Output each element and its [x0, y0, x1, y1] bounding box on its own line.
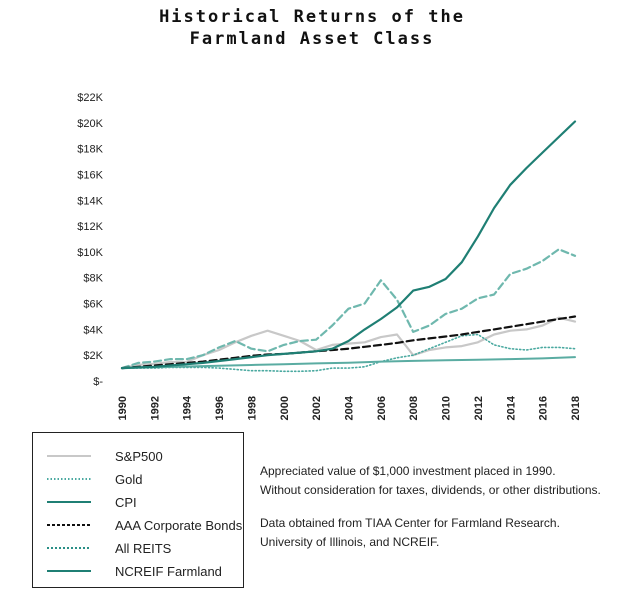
chart-title-line-2: Farmland Asset Class [189, 29, 435, 49]
y-tick-label: $18K [77, 144, 103, 156]
legend-label-gold: Gold [115, 471, 143, 487]
x-tick-label: 2002 [311, 396, 323, 420]
legend-label-sp500: S&P500 [115, 448, 163, 464]
legend-item-all-reits: All REITS [47, 539, 171, 557]
y-tick-label: $6K [83, 299, 103, 311]
legend-swatch-all-reits [47, 547, 91, 549]
x-tick-label: 2004 [344, 395, 356, 420]
x-axis: 1990 1992 1994 1996 1998 2000 2002 2004 2006 2008… [117, 395, 582, 420]
y-tick-label: $12K [77, 221, 103, 233]
y-tick-label: $8K [83, 273, 103, 285]
x-tick-label: 2018 [570, 396, 582, 420]
chart-notes: Appreciated value of $1,000 investment p… [260, 462, 620, 566]
legend-label-ncreif-farmland: NCREIF Farmland [115, 563, 222, 579]
x-tick-label: 2016 [538, 396, 550, 420]
legend-item-sp500: S&P500 [47, 447, 163, 465]
legend-swatch-cpi [47, 501, 91, 503]
series-layer [120, 120, 577, 373]
x-tick-label: 1990 [117, 396, 129, 420]
x-tick-label: 2014 [505, 395, 517, 420]
legend-item-gold: Gold [47, 470, 142, 488]
y-tick-label: $22K [77, 92, 103, 104]
legend-label-all-reits: All REITS [115, 540, 172, 556]
legend-swatch-ncreif-farmland [47, 570, 91, 572]
series-line-aaa-corporate-bonds [120, 315, 577, 370]
legend-item-ncreif-farmland: NCREIF Farmland [47, 562, 222, 580]
chart-title-line-1: Historical Returns of the [159, 7, 465, 27]
y-tick-label: $4K [83, 324, 103, 336]
y-tick-label: $16K [77, 169, 103, 181]
chart-title: Historical Returns of the Farmland Asset… [0, 6, 624, 50]
legend-label-cpi: CPI [115, 494, 137, 510]
x-tick-label: 2012 [473, 396, 485, 420]
y-tick-label: $20K [77, 118, 103, 130]
legend-item-aaa-bonds: AAA Corporate Bonds [47, 516, 242, 534]
legend: S&P500 Gold CPI AAA Corporate Bonds All … [32, 432, 244, 588]
y-tick-label: $10K [77, 247, 103, 259]
line-chart: $- $2K $4K $6K $8K $10K $12K $14K $16K $18K $20K $2… [77, 92, 582, 420]
x-tick-label: 2008 [408, 396, 420, 420]
note-source: Data obtained from TIAA Center for Farml… [260, 514, 620, 552]
legend-label-aaa-bonds: AAA Corporate Bonds [115, 517, 243, 533]
series-line-s-p500 [120, 316, 577, 370]
series-line-cpi [121, 356, 576, 370]
y-axis: $- $2K $4K $6K $8K $10K $12K $14K $16K $18K $20K $2… [77, 92, 103, 388]
legend-item-cpi: CPI [47, 493, 137, 511]
legend-swatch-sp500 [47, 455, 91, 457]
note-investment-line-2: Without consideration for taxes, dividen… [260, 483, 601, 497]
legend-swatch-aaa-bonds [47, 524, 91, 526]
x-tick-label: 1994 [182, 395, 194, 420]
y-tick-label: $2K [83, 350, 103, 362]
x-tick-label: 2000 [279, 396, 291, 420]
series-line-all-reits [120, 248, 577, 370]
x-tick-label: 2010 [441, 396, 453, 420]
note-investment: Appreciated value of $1,000 investment p… [260, 462, 620, 500]
x-tick-label: 1992 [149, 396, 161, 420]
y-tick-label: $14K [77, 195, 103, 207]
series-line-ncreif-farmland [120, 120, 577, 370]
note-source-line-1: Data obtained from TIAA Center for Farml… [260, 516, 560, 530]
series-line-gold [121, 333, 576, 373]
note-investment-line-1: Appreciated value of $1,000 investment p… [260, 464, 556, 478]
legend-swatch-gold [47, 478, 91, 480]
note-source-line-2: University of Illinois, and NCREIF. [260, 535, 440, 549]
x-tick-label: 2006 [376, 396, 388, 420]
x-tick-label: 1996 [214, 396, 226, 420]
x-tick-label: 1998 [246, 396, 258, 420]
y-tick-label: $- [93, 376, 103, 388]
